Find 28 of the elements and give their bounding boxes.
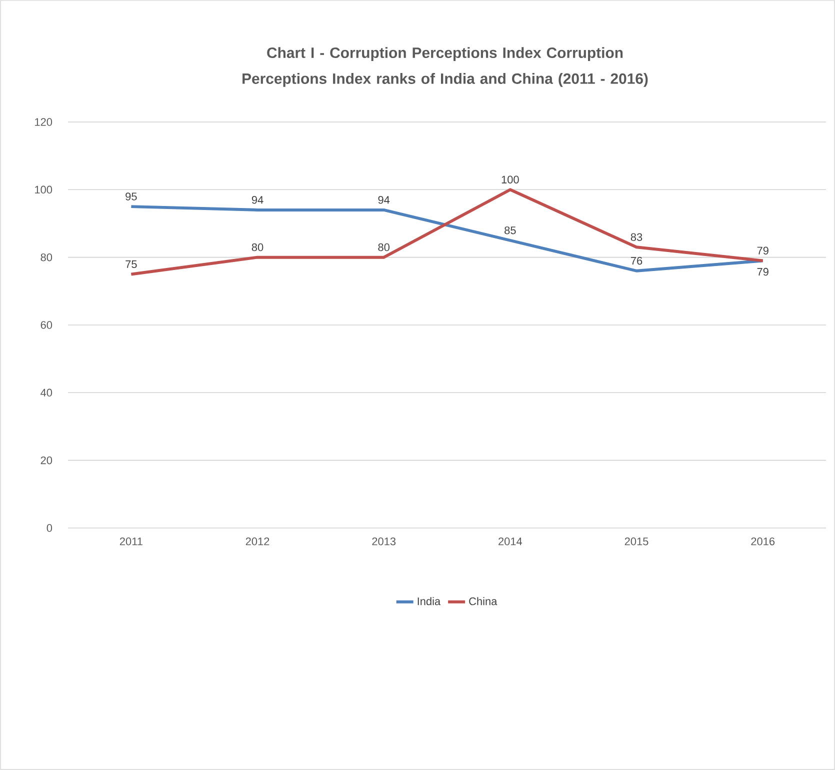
y-tick-label: 60 xyxy=(40,321,52,329)
data-label: 79 xyxy=(757,268,768,276)
data-label: 100 xyxy=(502,176,519,184)
y-tick-label: 120 xyxy=(35,118,52,126)
y-tick-label: 20 xyxy=(40,456,52,464)
x-tick-label: 2011 xyxy=(120,538,142,546)
data-label: 95 xyxy=(126,192,137,200)
data-label: 83 xyxy=(630,233,642,241)
data-label: 75 xyxy=(126,260,137,268)
data-label: 94 xyxy=(378,196,390,204)
data-label: 85 xyxy=(504,226,516,234)
data-label: 79 xyxy=(757,246,768,255)
data-label: 76 xyxy=(630,256,642,265)
y-tick-label: 80 xyxy=(40,253,52,262)
y-tick-label: 40 xyxy=(40,388,52,397)
data-label: 80 xyxy=(252,243,264,252)
x-tick-label: 2012 xyxy=(246,538,270,546)
x-tick-label: 2016 xyxy=(751,538,775,546)
legend-label: China xyxy=(469,597,498,606)
y-tick-label: 100 xyxy=(35,186,52,194)
x-tick-label: 2014 xyxy=(498,538,522,546)
chart-title: Chart I - Corruption Perceptions Index Corruption Perceptions Index ranks of India and China (2011 - 2016) xyxy=(242,47,648,87)
y-tick-label: 0 xyxy=(46,524,52,532)
x-tick-label: 2013 xyxy=(372,538,396,546)
data-label: 94 xyxy=(252,196,264,204)
x-tick-label: 2015 xyxy=(624,538,648,546)
legend-label: India xyxy=(418,597,441,606)
data-label: 80 xyxy=(378,243,390,252)
